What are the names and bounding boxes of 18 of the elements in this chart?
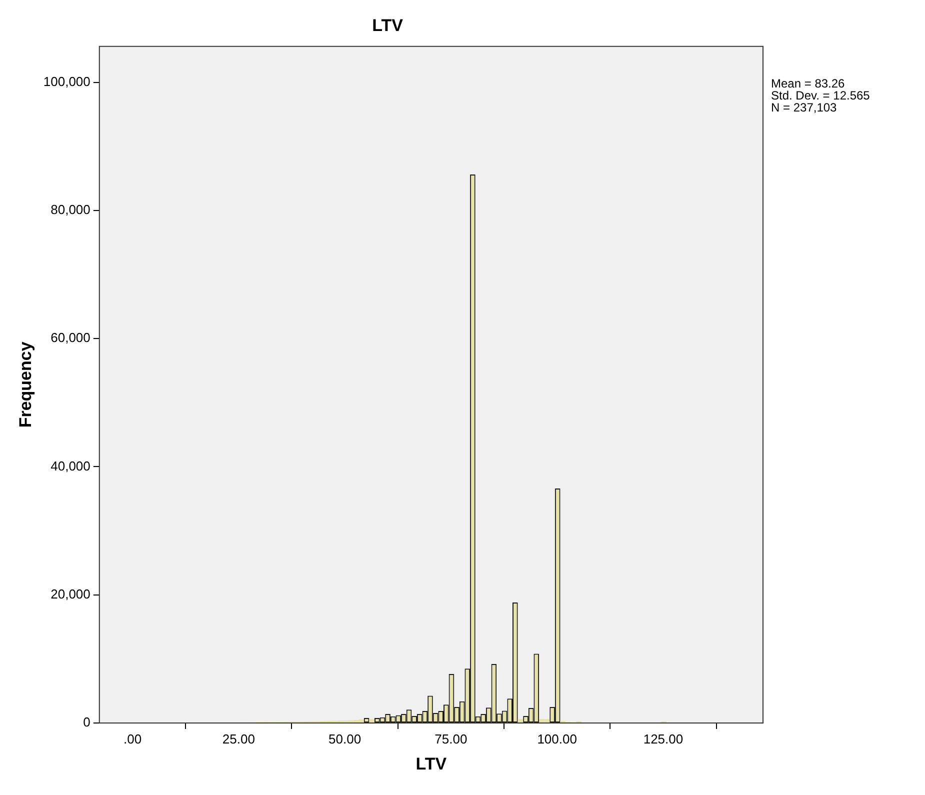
y-tick-label: 20,000 <box>50 586 90 602</box>
x-axis-title: LTV <box>416 754 448 774</box>
text: Std. Dev. = 12.565 <box>771 88 870 103</box>
y-tick-label: 60,000 <box>50 330 90 346</box>
x-tick-label: 100.00 <box>537 731 577 746</box>
y-tick-label: 80,000 <box>50 202 90 217</box>
text: N = 237,103 <box>771 100 838 115</box>
x-tick-label: 125.00 <box>643 731 684 746</box>
y-tick-label: 0 <box>83 714 90 730</box>
y-tick-label: 40,000 <box>50 458 90 474</box>
y-axis-title: Frequency <box>16 341 35 428</box>
x-tick-label: 50.00 <box>328 731 362 746</box>
x-tick-label: .00 <box>123 731 142 746</box>
y-tick-label: 100,000 <box>43 74 90 89</box>
chart-title: LTV <box>372 16 404 35</box>
x-tick-label: 25.00 <box>222 731 255 746</box>
text: Mean = 83.26 <box>771 76 846 91</box>
x-tick-label: 75.00 <box>434 731 468 746</box>
